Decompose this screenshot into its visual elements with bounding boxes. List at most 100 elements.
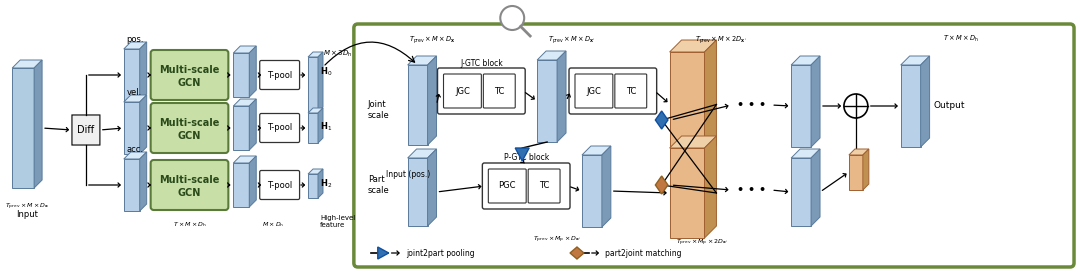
- Text: GCN: GCN: [178, 131, 201, 141]
- Text: Multi-scale: Multi-scale: [160, 118, 219, 128]
- Text: Part
scale: Part scale: [368, 175, 390, 195]
- FancyBboxPatch shape: [575, 74, 612, 108]
- Polygon shape: [670, 40, 716, 52]
- Polygon shape: [570, 247, 584, 259]
- FancyBboxPatch shape: [444, 74, 482, 108]
- Text: T-pool: T-pool: [267, 181, 293, 189]
- Polygon shape: [407, 149, 436, 158]
- Text: Multi-scale: Multi-scale: [160, 175, 219, 185]
- Polygon shape: [124, 95, 147, 102]
- Polygon shape: [670, 148, 704, 238]
- Polygon shape: [318, 52, 323, 112]
- Text: TC: TC: [625, 86, 636, 95]
- Text: $T_\mathrm{prev} \times M \times D_\mathbf{x}$: $T_\mathrm{prev} \times M \times D_\math…: [5, 202, 50, 212]
- Text: pos.: pos.: [126, 35, 144, 44]
- Polygon shape: [557, 51, 566, 142]
- Text: $T \times M \times D_\mathrm{h}$: $T \times M \times D_\mathrm{h}$: [943, 34, 978, 44]
- Text: $M \times 3D_\mathrm{h}$: $M \times 3D_\mathrm{h}$: [323, 49, 352, 59]
- Text: acc.: acc.: [126, 145, 144, 154]
- Polygon shape: [124, 152, 147, 159]
- Text: TC: TC: [539, 182, 550, 191]
- Polygon shape: [811, 56, 820, 147]
- Text: vel.: vel.: [127, 88, 143, 97]
- Polygon shape: [537, 51, 566, 60]
- Polygon shape: [233, 106, 249, 150]
- Text: • • •: • • •: [737, 185, 766, 195]
- Text: part2joint matching: part2joint matching: [605, 249, 681, 258]
- Text: JGC: JGC: [455, 86, 470, 95]
- Text: • • •: • • •: [737, 100, 766, 110]
- Polygon shape: [233, 156, 256, 163]
- FancyBboxPatch shape: [72, 115, 99, 145]
- Polygon shape: [249, 99, 256, 150]
- Text: TC: TC: [494, 86, 504, 95]
- Text: T-pool: T-pool: [267, 71, 293, 80]
- FancyBboxPatch shape: [488, 169, 526, 203]
- Polygon shape: [308, 113, 318, 143]
- FancyArrowPatch shape: [325, 42, 415, 65]
- Polygon shape: [537, 60, 557, 142]
- Polygon shape: [602, 146, 611, 227]
- Polygon shape: [407, 56, 436, 65]
- FancyBboxPatch shape: [528, 169, 561, 203]
- Text: GCN: GCN: [178, 78, 201, 88]
- Text: Input: Input: [16, 210, 38, 219]
- Text: $T_\mathrm{prev} \times M \times 2D_{\mathbf{x}^\prime}$: $T_\mathrm{prev} \times M \times 2D_{\ma…: [696, 34, 747, 45]
- Polygon shape: [139, 95, 147, 154]
- Polygon shape: [35, 60, 42, 188]
- FancyBboxPatch shape: [151, 103, 228, 153]
- FancyBboxPatch shape: [259, 61, 299, 90]
- Polygon shape: [656, 111, 667, 129]
- FancyBboxPatch shape: [151, 50, 228, 100]
- Text: $T_\mathrm{prev} \times M_\mathrm{p} \times 2D_{\mathbf{x}^\prime}$: $T_\mathrm{prev} \times M_\mathrm{p} \ti…: [675, 238, 728, 248]
- Polygon shape: [249, 46, 256, 97]
- Polygon shape: [849, 155, 863, 190]
- Polygon shape: [792, 158, 811, 226]
- Polygon shape: [407, 65, 428, 145]
- Text: T-pool: T-pool: [267, 124, 293, 133]
- Polygon shape: [249, 156, 256, 207]
- FancyBboxPatch shape: [259, 114, 299, 143]
- Text: $T_\mathrm{prev} \times M_\mathrm{p} \times D_{\mathbf{x}^\prime}$: $T_\mathrm{prev} \times M_\mathrm{p} \ti…: [534, 235, 581, 245]
- Polygon shape: [124, 159, 139, 211]
- Polygon shape: [308, 174, 318, 198]
- Text: $T_\mathrm{prev} \times M \times D_\mathbf{x}$: $T_\mathrm{prev} \times M \times D_\math…: [409, 34, 456, 45]
- Text: $\mathbf{H}_2$: $\mathbf{H}_2$: [320, 178, 333, 190]
- FancyBboxPatch shape: [483, 163, 570, 209]
- Polygon shape: [920, 56, 930, 147]
- Polygon shape: [792, 56, 820, 65]
- Text: Output: Output: [933, 102, 966, 110]
- Polygon shape: [124, 42, 147, 49]
- Polygon shape: [308, 108, 323, 113]
- Text: J-GTC block: J-GTC block: [460, 59, 502, 68]
- Polygon shape: [428, 149, 436, 226]
- Polygon shape: [378, 247, 389, 259]
- Polygon shape: [124, 102, 139, 154]
- Polygon shape: [428, 56, 436, 145]
- Text: Diff: Diff: [78, 125, 94, 135]
- Polygon shape: [849, 149, 868, 155]
- Polygon shape: [407, 158, 428, 226]
- Polygon shape: [656, 176, 667, 194]
- Polygon shape: [704, 40, 716, 157]
- Circle shape: [500, 6, 524, 30]
- Polygon shape: [139, 42, 147, 101]
- FancyBboxPatch shape: [569, 68, 657, 114]
- Text: P-GTC block: P-GTC block: [503, 153, 549, 162]
- Polygon shape: [792, 149, 820, 158]
- Polygon shape: [233, 163, 249, 207]
- Polygon shape: [139, 152, 147, 211]
- FancyBboxPatch shape: [354, 24, 1074, 267]
- FancyBboxPatch shape: [259, 170, 299, 199]
- Polygon shape: [582, 155, 602, 227]
- Polygon shape: [308, 57, 318, 112]
- Polygon shape: [811, 149, 820, 226]
- Text: $\mathbf{H}_0$: $\mathbf{H}_0$: [320, 66, 333, 78]
- Text: joint2part pooling: joint2part pooling: [406, 249, 474, 258]
- Polygon shape: [901, 65, 920, 147]
- Text: $\mathbf{H}_1$: $\mathbf{H}_1$: [320, 121, 333, 133]
- Polygon shape: [670, 52, 704, 157]
- Polygon shape: [233, 53, 249, 97]
- Text: JGC: JGC: [586, 86, 602, 95]
- Polygon shape: [582, 146, 611, 155]
